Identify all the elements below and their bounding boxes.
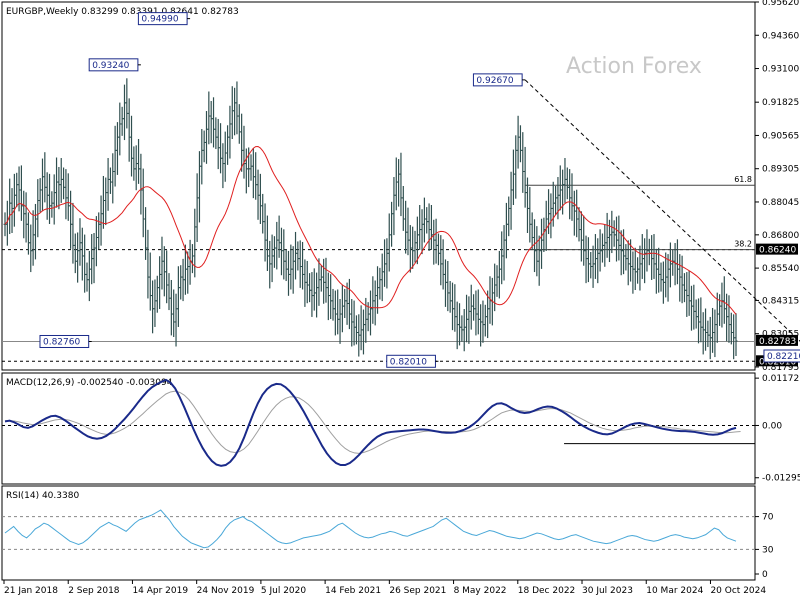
rsi-line (4, 509, 737, 549)
x-tick-label: 2 Sep 2018 (68, 586, 120, 596)
x-tick-label: 10 Mar 2024 (646, 586, 703, 596)
fibonacci-label: 38.2 (734, 240, 752, 249)
macd-y-tick-label: 0.00 (762, 421, 782, 431)
current-price-box (756, 334, 798, 346)
moving-average-line (4, 145, 737, 315)
panel-frames (1, 1, 756, 581)
macd-frame (1, 372, 756, 485)
trendline (524, 79, 800, 342)
price-y-tick-label: 0.89305 (762, 165, 799, 175)
price-y-tick-label: 0.83055 (762, 330, 799, 340)
level-label-box (472, 73, 523, 87)
x-tick-label: 18 Dec 2022 (518, 586, 576, 596)
price-panel[interactable]: EURGBP,Weekly 0.83299 0.83391 0.82641 0.… (2, 0, 800, 373)
rsi-y-tick-label: 70 (762, 513, 774, 523)
price-y-tick-label: 0.93100 (762, 65, 799, 75)
current-price-label: 0.82783 (759, 337, 796, 347)
rsi-frame (1, 485, 756, 581)
price-y-tick-label: 0.86800 (762, 231, 799, 241)
level-label-text: 0.82010 (390, 357, 427, 367)
x-tick-label: 21 Jan 2018 (4, 586, 58, 596)
level-label-text: 0.94990 (141, 15, 178, 25)
macd-y-tick-label: -0.012951 (762, 474, 800, 484)
macd-panel[interactable]: MACD(12,26,9) -0.002540 -0.003094 0.01172… (2, 374, 800, 484)
x-tick-label: 24 Nov 2019 (197, 586, 255, 596)
x-tick-label: 30 Jul 2023 (582, 586, 633, 596)
x-tick-label: 26 Sep 2021 (389, 586, 446, 596)
price-y-tick-label: 0.90565 (762, 131, 799, 141)
rsi-y-tick-label: 30 (762, 545, 774, 555)
x-tick-label: 5 Jul 2020 (261, 586, 306, 596)
watermark: Action Forex (566, 54, 702, 79)
level-price-label: 0.86240 (759, 246, 796, 256)
price-y-tick-label: 0.94360 (762, 31, 799, 41)
level-label-text: 0.82760 (43, 337, 80, 347)
price-y-tick-label: 0.91825 (762, 98, 799, 108)
level-label-text: 0.93240 (92, 61, 129, 71)
level-label-box (763, 349, 800, 363)
price-y-tick-label: 0.84315 (762, 296, 799, 306)
fibonacci-label: 61.8 (734, 175, 752, 184)
rsi-y-tick-label: 0 (762, 570, 768, 580)
x-tick-label: 14 Feb 2021 (325, 586, 381, 596)
price-y-tick-label: 0.88045 (762, 198, 799, 208)
x-tick-label: 14 Apr 2019 (132, 586, 188, 596)
price-y-tick-label: 0.81795 (762, 363, 799, 373)
macd-y-tick-label: 0.011727 (762, 374, 800, 384)
x-tick-label: 8 May 2022 (454, 586, 507, 596)
level-price-box (756, 243, 798, 255)
level-label-text: 0.92670 (476, 76, 513, 86)
price-y-tick-label: 0.85540 (762, 264, 799, 274)
macd-title: MACD(12,26,9) -0.002540 -0.003094 (6, 378, 173, 388)
price-frame (1, 1, 756, 371)
x-tick-label: 20 Oct 2024 (710, 586, 766, 596)
rsi-panel[interactable]: RSI(14) 40.3380 70 30 0 (2, 491, 774, 580)
x-axis: 21 Jan 2018 2 Sep 2018 14 Apr 2019 24 Nov 2… (3, 580, 766, 596)
price-y-tick-label: 0.95620 (762, 0, 799, 8)
rsi-title: RSI(14) 40.3380 (6, 491, 79, 501)
price-title: EURGBP,Weekly 0.83299 0.83391 0.82641 0.… (6, 7, 239, 17)
macd-line (4, 378, 737, 467)
